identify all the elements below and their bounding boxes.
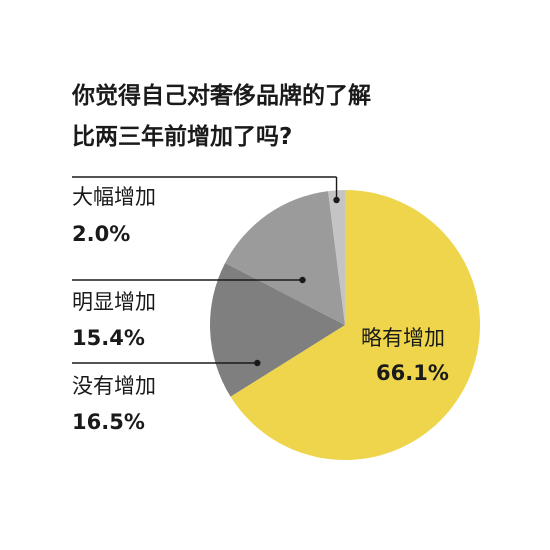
slice-value-lvyou: 66.1% — [376, 361, 449, 385]
leader-lines — [72, 176, 340, 367]
slice-value-mingxian: 15.4% — [72, 326, 145, 350]
pie-slice-dafu — [328, 190, 345, 325]
chart-title-line-2: 比两三年前增加了吗? — [72, 123, 292, 150]
pie-slice-lvyou — [230, 190, 480, 460]
slice-label-meiyou: 没有增加 — [72, 374, 156, 398]
chart-title-line-1: 你觉得自己对奢侈品牌的了解 — [71, 82, 371, 109]
leader-dot-mingxian — [299, 276, 306, 284]
slice-value-meiyou: 16.5% — [72, 410, 145, 434]
slice-label-mingxian: 明显增加 — [72, 290, 156, 314]
pie-slice-mingxian — [225, 191, 345, 325]
slice-label-dafu: 大幅增加 — [72, 185, 156, 209]
slice-label-lvyou: 略有增加 — [361, 326, 445, 350]
leader-dot-dafu — [333, 196, 340, 204]
pie-slices — [209, 190, 480, 460]
leader-dot-meiyou — [254, 359, 261, 367]
slice-value-dafu: 2.0% — [72, 222, 130, 246]
